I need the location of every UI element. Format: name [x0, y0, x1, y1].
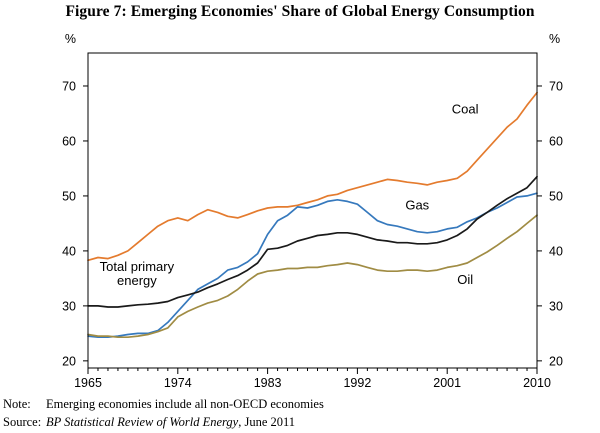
- y-tick-label-right: 20: [549, 354, 563, 368]
- x-tick-label: 1983: [254, 376, 282, 390]
- y-tick-label-right: 40: [549, 244, 563, 258]
- series-line-coal: [87, 91, 538, 262]
- series-line-total-primary-energy: [87, 175, 538, 308]
- source-label: Source:: [3, 415, 42, 429]
- y-tick-label-left: 20: [62, 354, 76, 368]
- series-label-coal: Coal: [452, 101, 479, 116]
- figure-title: Figure 7: Emerging Economies' Share of G…: [65, 3, 535, 20]
- note-text: Emerging economies include all non-OECD …: [46, 397, 324, 411]
- line-chart: 1965 1974 1983 1992 2001 2010 20 20 30 30 40 40 50 50…: [62, 32, 563, 390]
- series-line-oil: [87, 214, 538, 339]
- x-tick-label: 1965: [74, 376, 102, 390]
- source-date: , June 2011: [238, 415, 296, 429]
- source-publication: BP Statistical Review of World Energy: [46, 415, 239, 429]
- y-tick-label-left: 60: [62, 134, 76, 148]
- source-line: Source: BP Statistical Review of World En…: [3, 415, 597, 430]
- y-tick-label-right: 60: [549, 134, 563, 148]
- y-unit-left: %: [65, 32, 76, 46]
- y-tick-label-left: 30: [62, 299, 76, 313]
- y-unit-right: %: [549, 32, 560, 46]
- note-line: Note: Emerging economies include all non-…: [3, 397, 597, 412]
- note-label: Note:: [3, 397, 31, 411]
- y-tick-label-left: 50: [62, 189, 76, 203]
- y-tick-label-left: 40: [62, 244, 76, 258]
- source-text: BP Statistical Review of World Energy, J…: [46, 415, 295, 429]
- y-tick-label-right: 30: [549, 299, 563, 313]
- x-tick-label: 2010: [523, 376, 551, 390]
- x-tick-label: 2001: [433, 376, 461, 390]
- x-tick-label: 1974: [164, 376, 192, 390]
- series-label-total-primary: Total primary energy: [100, 259, 175, 288]
- series-line-gas: [87, 192, 538, 339]
- y-tick-label-right: 50: [549, 189, 563, 203]
- y-tick-label-left: 70: [62, 79, 76, 93]
- chart-area: 1965 1974 1983 1992 2001 2010 20 20 30 30 40 40 50 50…: [0, 26, 600, 392]
- y-tick-label-right: 70: [549, 79, 563, 93]
- series-label-gas: Gas: [405, 198, 429, 213]
- x-tick-label: 1992: [343, 376, 371, 390]
- series-label-oil: Oil: [457, 272, 473, 287]
- plot-frame: [87, 52, 538, 369]
